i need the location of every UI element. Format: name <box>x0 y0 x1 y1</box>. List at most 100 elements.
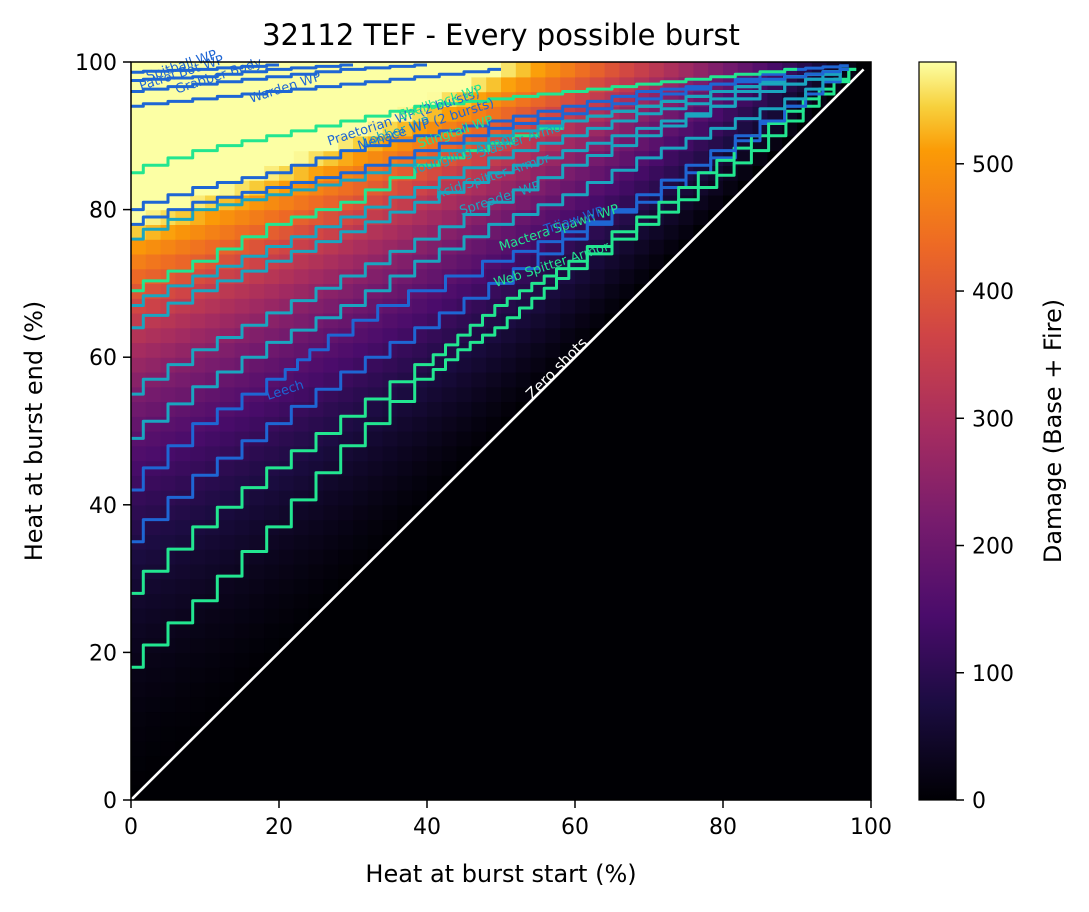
heat-cell <box>293 593 310 609</box>
heat-cell <box>293 342 310 358</box>
heat-cell <box>323 298 339 314</box>
heat-cell <box>693 209 709 225</box>
contour-spitball-wp <box>131 63 279 74</box>
heat-cell <box>515 372 532 388</box>
heat-cell <box>175 578 191 594</box>
heat-cell <box>382 445 398 462</box>
heat-cell <box>279 150 295 166</box>
heat-cell <box>397 445 413 462</box>
heat-cell <box>190 372 206 388</box>
heat-cell <box>589 268 606 284</box>
heat-cell <box>190 445 206 462</box>
heat-cell <box>205 431 221 447</box>
heat-cell <box>545 180 561 196</box>
heat-cell <box>219 372 236 388</box>
heat-cell <box>308 194 324 211</box>
heat-cell <box>515 224 532 240</box>
heat-cell <box>441 431 458 447</box>
heat-cell <box>367 445 384 462</box>
heat-cell <box>338 431 354 447</box>
plot-frame <box>130 61 872 801</box>
heat-cell <box>293 416 310 432</box>
heat-cell <box>175 696 191 713</box>
heat-cell <box>367 475 384 491</box>
heat-cell <box>205 165 221 181</box>
heat-cell <box>575 62 591 78</box>
contour-web-spitter-armor <box>131 67 857 669</box>
heat-cell <box>619 135 635 152</box>
heat-cell <box>427 106 443 122</box>
heat-cell <box>175 135 191 152</box>
heat-cell <box>234 534 250 550</box>
heat-cell <box>160 135 176 152</box>
heat-cell <box>249 431 265 447</box>
heat-cell <box>293 504 310 521</box>
colorbar-tick-label: 400 <box>972 280 1014 305</box>
heat-cell <box>560 298 576 314</box>
heat-cell <box>145 490 162 506</box>
heat-cell <box>293 106 310 122</box>
colorbar-tick-label: 300 <box>972 407 1014 432</box>
heat-cell <box>293 401 310 417</box>
heat-cell <box>293 534 310 550</box>
heat-cell <box>501 357 517 373</box>
heat-cell <box>338 106 354 122</box>
heat-cell <box>160 253 176 270</box>
heat-cell <box>441 76 458 93</box>
heat-cell <box>353 327 369 344</box>
heat-cell <box>427 401 443 417</box>
heat-cell <box>367 268 384 284</box>
heat-cell <box>708 194 724 211</box>
heat-cell <box>545 76 561 93</box>
heat-cell <box>249 357 265 373</box>
heat-cell <box>264 268 280 284</box>
heat-cell <box>382 460 398 476</box>
heat-cell <box>205 224 221 240</box>
heat-cell <box>264 563 280 580</box>
heat-cell <box>471 298 487 314</box>
heat-cell <box>264 209 280 225</box>
heat-cell <box>560 342 576 358</box>
heat-cell <box>205 106 221 122</box>
heat-cell <box>427 386 443 403</box>
heat-cell <box>382 91 398 107</box>
heat-cell <box>264 121 280 137</box>
heat-cell <box>412 91 428 107</box>
heat-cell <box>412 401 428 417</box>
heat-cell <box>515 91 532 107</box>
heat-cell <box>249 372 265 388</box>
heat-cell <box>456 357 472 373</box>
heat-cell <box>441 106 458 122</box>
heat-cell <box>308 534 324 550</box>
contour-lines <box>131 63 865 800</box>
heat-cell <box>367 357 384 373</box>
heat-cell <box>367 135 384 152</box>
heat-cell <box>145 519 162 535</box>
heat-cell <box>190 312 206 329</box>
heat-cell <box>471 342 487 358</box>
heat-cell <box>190 667 206 683</box>
heat-cell <box>205 386 221 403</box>
contour-slasher-armor <box>131 67 849 330</box>
heat-cell <box>279 91 295 107</box>
heat-cell <box>456 372 472 388</box>
heat-cell <box>382 372 398 388</box>
heat-cell <box>575 312 591 329</box>
heat-cell <box>397 312 413 329</box>
heat-cell <box>131 490 147 506</box>
heat-cell <box>131 726 147 742</box>
heat-cell <box>219 460 236 476</box>
heat-cell <box>575 327 591 344</box>
heat-cell <box>145 681 162 698</box>
heat-cell <box>323 519 339 535</box>
heat-cell <box>131 681 147 698</box>
heat-cell <box>382 519 398 535</box>
heat-cell <box>441 312 458 329</box>
heat-cell <box>737 165 754 181</box>
heat-cell <box>160 593 176 609</box>
heat-cell <box>293 268 310 284</box>
heat-cell <box>397 224 413 240</box>
heat-cell <box>323 549 339 565</box>
heat-cell <box>308 357 324 373</box>
heat-cell <box>367 401 384 417</box>
